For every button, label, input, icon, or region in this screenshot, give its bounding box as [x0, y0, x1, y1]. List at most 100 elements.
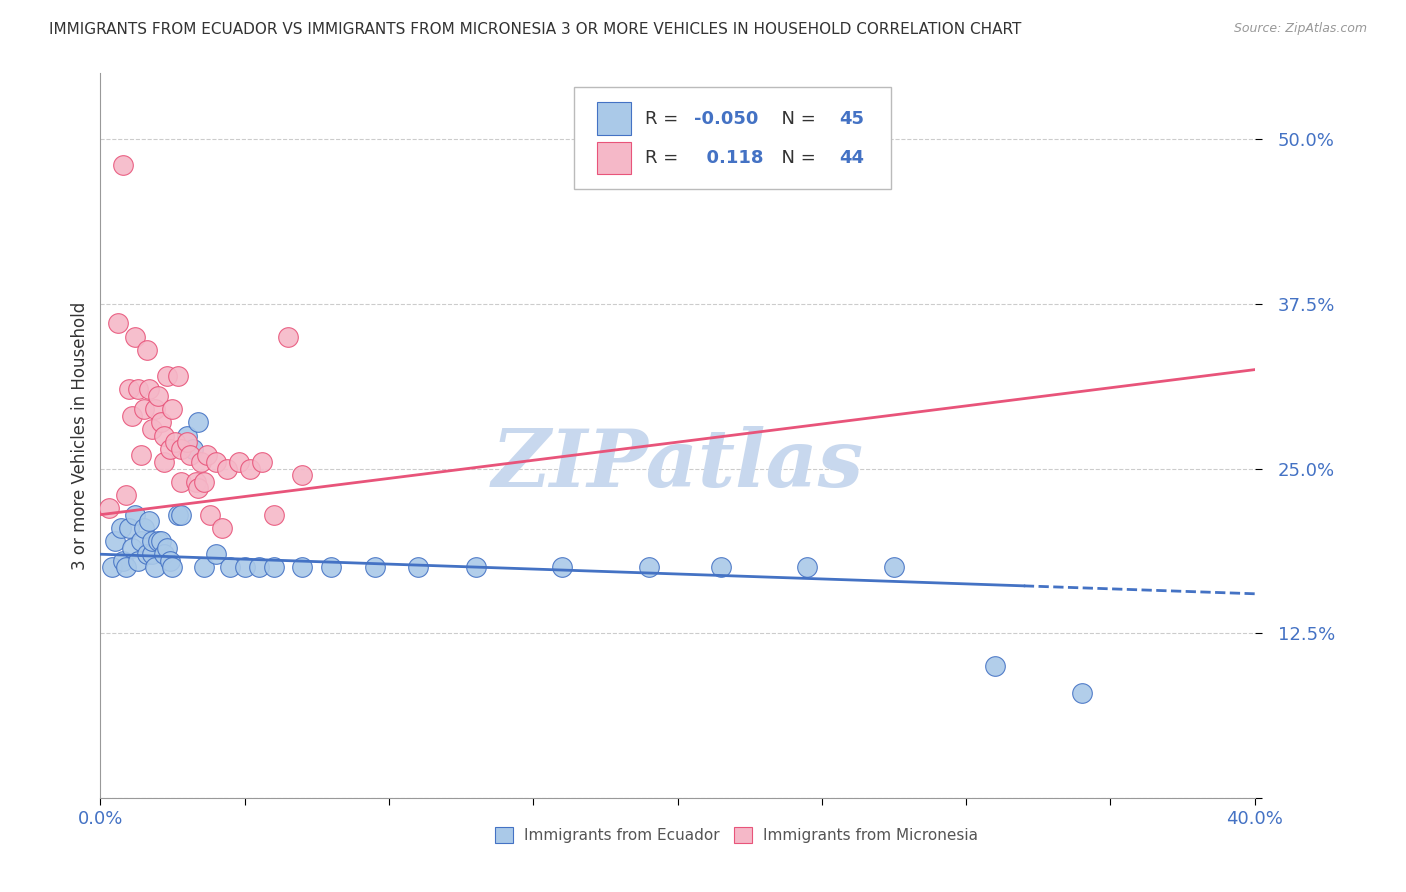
Point	[146, 389, 169, 403]
Point	[143, 560, 166, 574]
Point	[132, 521, 155, 535]
Point	[170, 442, 193, 456]
Point	[159, 554, 181, 568]
Text: N =: N =	[770, 149, 821, 167]
Point	[167, 369, 190, 384]
Point	[101, 560, 124, 574]
Text: -0.050: -0.050	[693, 110, 758, 128]
Point	[291, 468, 314, 483]
Point	[187, 481, 209, 495]
Point	[228, 455, 250, 469]
Point	[127, 383, 149, 397]
Point	[141, 547, 163, 561]
Point	[170, 475, 193, 489]
Point	[211, 521, 233, 535]
Point	[149, 534, 172, 549]
Point	[121, 409, 143, 423]
Point	[176, 428, 198, 442]
Point	[233, 560, 256, 574]
Point	[165, 435, 187, 450]
Point	[156, 369, 179, 384]
Point	[195, 448, 218, 462]
Text: 0.118: 0.118	[693, 149, 763, 167]
Point	[406, 560, 429, 574]
Point	[187, 416, 209, 430]
Point	[132, 402, 155, 417]
Point	[193, 475, 215, 489]
Point	[110, 521, 132, 535]
Point	[219, 560, 242, 574]
Point	[710, 560, 733, 574]
Point	[637, 560, 659, 574]
Point	[149, 416, 172, 430]
Text: Immigrants from Ecuador: Immigrants from Ecuador	[524, 829, 720, 843]
Point	[146, 534, 169, 549]
Point	[250, 455, 273, 469]
Point	[112, 158, 135, 172]
Point	[321, 560, 343, 574]
Text: Source: ZipAtlas.com: Source: ZipAtlas.com	[1233, 22, 1367, 36]
Point	[124, 508, 146, 522]
Point	[170, 508, 193, 522]
Text: R =: R =	[645, 110, 685, 128]
Point	[1388, 461, 1406, 475]
Text: IMMIGRANTS FROM ECUADOR VS IMMIGRANTS FROM MICRONESIA 3 OR MORE VEHICLES IN HOUS: IMMIGRANTS FROM ECUADOR VS IMMIGRANTS FR…	[49, 22, 1022, 37]
Point	[162, 560, 184, 574]
Point	[551, 560, 574, 574]
Point	[143, 402, 166, 417]
FancyBboxPatch shape	[574, 87, 891, 189]
Point	[247, 560, 270, 574]
Point	[138, 383, 160, 397]
Point	[796, 560, 818, 574]
Point	[115, 560, 138, 574]
Point	[179, 448, 201, 462]
Point	[984, 659, 1007, 673]
Point	[198, 508, 221, 522]
Point	[263, 560, 285, 574]
Point	[1388, 461, 1406, 475]
Point	[291, 560, 314, 574]
Point	[883, 560, 905, 574]
Point	[1070, 686, 1092, 700]
Point	[162, 402, 184, 417]
Point	[112, 554, 135, 568]
Point	[464, 560, 486, 574]
Text: ZIPatlas: ZIPatlas	[492, 425, 863, 503]
Point	[107, 317, 129, 331]
Point	[167, 508, 190, 522]
Point	[124, 329, 146, 343]
Point	[141, 534, 163, 549]
Point	[184, 475, 207, 489]
Point	[138, 514, 160, 528]
Point	[239, 461, 262, 475]
Point	[127, 554, 149, 568]
Point	[135, 547, 157, 561]
Point	[118, 521, 141, 535]
Text: R =: R =	[645, 149, 685, 167]
Y-axis label: 3 or more Vehicles in Household: 3 or more Vehicles in Household	[72, 301, 89, 570]
Point	[135, 343, 157, 357]
Point	[277, 329, 299, 343]
Point	[190, 455, 212, 469]
Bar	[596, 103, 631, 135]
Point	[153, 547, 176, 561]
Point	[121, 541, 143, 555]
Point	[193, 560, 215, 574]
Bar	[596, 142, 631, 174]
Point	[263, 508, 285, 522]
Point	[141, 422, 163, 436]
Text: N =: N =	[770, 110, 821, 128]
Point	[204, 455, 226, 469]
Text: Immigrants from Micronesia: Immigrants from Micronesia	[763, 829, 979, 843]
Text: 45: 45	[839, 110, 865, 128]
Point	[98, 501, 121, 516]
Point	[363, 560, 385, 574]
Point	[153, 428, 176, 442]
Point	[181, 442, 204, 456]
Point	[104, 534, 127, 549]
Point	[129, 534, 152, 549]
Point	[118, 383, 141, 397]
Point	[176, 435, 198, 450]
Point	[159, 442, 181, 456]
Point	[204, 547, 226, 561]
